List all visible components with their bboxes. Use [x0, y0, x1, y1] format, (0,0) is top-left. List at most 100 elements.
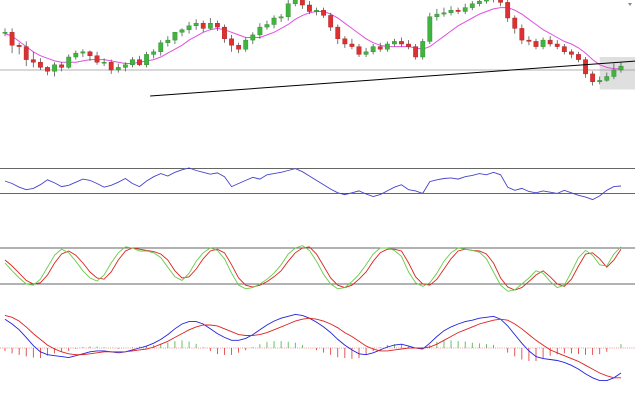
candle-body	[257, 26, 263, 36]
candle	[243, 37, 249, 52]
candle	[179, 28, 185, 37]
candle-body	[292, 0, 298, 4]
candle	[16, 42, 22, 55]
candle-body	[299, 0, 305, 6]
candle-body	[554, 43, 560, 47]
candle-body	[87, 51, 93, 56]
candle	[342, 36, 348, 48]
candle	[547, 36, 553, 47]
candle	[569, 49, 574, 59]
candle-body	[569, 51, 574, 55]
candle	[73, 50, 79, 60]
candle	[115, 63, 121, 73]
candle	[214, 20, 220, 31]
candle-body	[66, 56, 72, 68]
candle	[597, 76, 603, 85]
candle-body	[476, 0, 482, 4]
candle-body	[448, 9, 454, 13]
candle	[583, 57, 588, 78]
candle	[101, 58, 107, 67]
candle-body	[314, 9, 319, 12]
candle-body	[222, 26, 227, 40]
candle	[23, 41, 29, 67]
candle	[377, 42, 383, 52]
candle-body	[342, 38, 348, 45]
candle	[420, 38, 426, 60]
candle-body	[590, 73, 596, 82]
candle-body	[370, 46, 376, 52]
candle	[186, 21, 192, 34]
candle	[66, 54, 72, 69]
candle	[87, 50, 93, 61]
candle	[172, 32, 178, 44]
candle-body	[420, 41, 426, 58]
candle-body	[484, 0, 489, 2]
candle	[307, 1, 312, 15]
candle-body	[9, 32, 15, 46]
oscillator-panel-1	[0, 167, 635, 201]
candle-body	[469, 3, 475, 8]
candle-body	[583, 59, 588, 75]
candle	[236, 42, 242, 54]
candle	[130, 57, 135, 68]
candle	[108, 59, 114, 74]
candle	[264, 20, 270, 30]
candle	[193, 19, 199, 30]
candle	[30, 51, 36, 68]
candle-body	[462, 7, 468, 12]
candle	[45, 66, 50, 76]
series-line	[4, 245, 622, 292]
candle	[505, 0, 511, 22]
candle-body	[434, 13, 440, 17]
candle-body	[151, 51, 157, 55]
candle	[292, 0, 298, 7]
candle-body	[137, 59, 142, 65]
candle-body	[604, 76, 610, 81]
candle-body	[406, 43, 411, 47]
candle	[493, 0, 494, 3]
candle	[484, 0, 489, 4]
candle-body	[349, 43, 355, 47]
candle	[59, 62, 65, 72]
candle-body	[512, 17, 518, 29]
candle	[554, 40, 560, 50]
candle-body	[59, 64, 65, 68]
candle	[576, 51, 581, 63]
candle-body	[285, 3, 291, 17]
candle-body	[52, 64, 57, 72]
candle	[285, 0, 291, 21]
candle	[9, 28, 15, 54]
candle-body	[384, 43, 390, 50]
candle	[399, 37, 404, 47]
candle-body	[264, 24, 270, 28]
candle	[561, 44, 567, 55]
candle	[448, 6, 454, 16]
candle	[321, 7, 326, 18]
candle	[498, 0, 503, 7]
candle-body	[172, 32, 178, 41]
series-line	[4, 314, 621, 379]
candle	[540, 37, 546, 50]
candle	[469, 1, 475, 11]
candle-body	[328, 15, 334, 28]
candle	[328, 12, 334, 31]
candle-body	[441, 12, 447, 15]
candle-body	[179, 29, 185, 33]
candle-body	[94, 55, 100, 63]
candle	[257, 23, 263, 39]
candle	[52, 62, 57, 77]
candle	[356, 44, 362, 57]
candle-body	[207, 23, 213, 29]
candle	[2, 28, 8, 37]
series-line	[4, 246, 622, 291]
candle-body	[399, 41, 404, 45]
candle	[207, 18, 213, 30]
candle	[590, 71, 596, 86]
candle-body	[498, 0, 503, 3]
candle-body	[505, 2, 511, 19]
candle	[512, 15, 518, 34]
candle	[165, 36, 171, 47]
candle	[384, 41, 390, 52]
